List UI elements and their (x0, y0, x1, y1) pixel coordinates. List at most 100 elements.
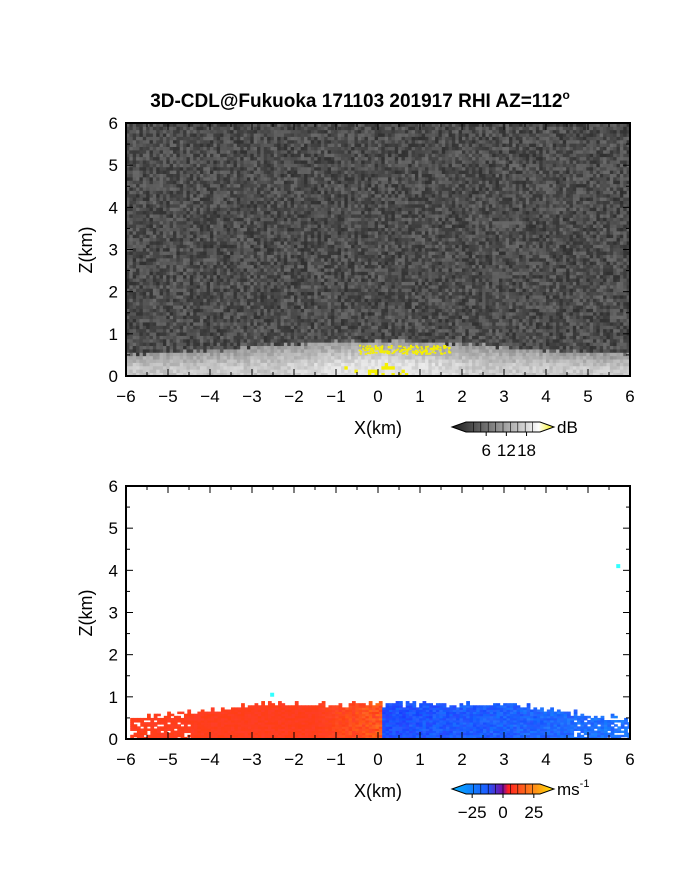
intensity-cell (330, 123, 335, 127)
intensity-cell (263, 261, 268, 266)
intensity-cell (152, 230, 157, 235)
intensity-cell (129, 217, 134, 222)
intensity-cell (132, 359, 137, 363)
intensity-cell (297, 295, 302, 299)
intensity-cell (324, 217, 328, 222)
intensity-cell (196, 170, 201, 174)
intensity-cell (304, 136, 308, 141)
intensity-cell (162, 281, 167, 286)
intensity-cell (126, 166, 130, 171)
intensity-cell (267, 369, 271, 374)
intensity-cell (327, 217, 332, 222)
intensity-cell (230, 143, 234, 148)
intensity-cell (300, 318, 305, 323)
intensity-cell (230, 149, 234, 154)
intensity-cell (206, 227, 211, 232)
intensity-cell (173, 146, 177, 151)
intensity-cell (199, 146, 204, 151)
intensity-cell (246, 318, 251, 323)
intensity-cell (199, 160, 204, 164)
intensity-cell (243, 291, 248, 296)
intensity-cell (300, 163, 305, 168)
intensity-cell (189, 190, 194, 195)
intensity-cell (189, 197, 194, 201)
intensity-cell (267, 301, 271, 306)
intensity-cell (310, 254, 315, 259)
intensity-cell (233, 325, 238, 330)
intensity-cell (206, 264, 211, 269)
intensity-cell (223, 247, 228, 252)
intensity-cell (183, 288, 187, 293)
intensity-cell (179, 298, 184, 303)
intensity-cell (300, 271, 305, 276)
intensity-cell (253, 362, 258, 367)
intensity-cell (240, 241, 244, 245)
intensity-cell (344, 308, 349, 313)
intensity-cell (149, 190, 154, 195)
intensity-cell (142, 338, 147, 343)
intensity-cell (139, 193, 144, 198)
intensity-cell (263, 325, 268, 330)
intensity-cell (334, 153, 339, 158)
intensity-cell (283, 247, 288, 252)
intensity-cell (320, 278, 325, 282)
intensity-cell (169, 318, 174, 323)
intensity-cell (243, 207, 248, 212)
intensity-cell (193, 210, 197, 215)
intensity-cell (183, 274, 187, 279)
intensity-cell (327, 210, 332, 215)
intensity-cell (196, 365, 201, 370)
intensity-cell (226, 359, 231, 363)
intensity-cell (162, 268, 167, 272)
intensity-cell (183, 325, 187, 330)
intensity-cell (263, 129, 268, 134)
intensity-cell (250, 163, 255, 168)
intensity-cell (176, 278, 181, 282)
intensity-cell (283, 342, 288, 347)
intensity-cell (129, 278, 134, 282)
intensity-cell (142, 308, 147, 313)
intensity-cell (334, 163, 339, 168)
intensity-cell (136, 298, 140, 303)
intensity-cell (260, 163, 265, 168)
intensity-cell (162, 338, 167, 343)
intensity-cell (290, 268, 295, 272)
intensity-cell (173, 214, 177, 218)
intensity-cell (183, 210, 187, 215)
intensity-cell (307, 264, 312, 269)
intensity-cell (159, 305, 164, 309)
intensity-cell (136, 244, 140, 249)
intensity-cell (223, 170, 228, 174)
intensity-cell (290, 193, 295, 198)
intensity-cell (314, 305, 318, 309)
intensity-cell (220, 305, 224, 309)
intensity-cell (236, 156, 241, 161)
intensity-cell (324, 163, 328, 168)
intensity-cell (132, 173, 137, 178)
intensity-cell (334, 284, 339, 289)
intensity-cell (314, 281, 318, 286)
intensity-cell (186, 230, 191, 235)
intensity-cell (196, 301, 201, 306)
intensity-cell (186, 234, 191, 239)
intensity-cell (186, 274, 191, 279)
intensity-cell (129, 338, 134, 343)
intensity-cell (152, 123, 157, 127)
intensity-cell (210, 133, 214, 137)
intensity-cell (320, 156, 325, 161)
intensity-cell (240, 166, 244, 171)
intensity-cell (193, 308, 197, 313)
intensity-cell (132, 365, 137, 370)
intensity-cell (183, 143, 187, 148)
intensity-cell (344, 241, 349, 245)
intensity-cell (193, 315, 197, 320)
intensity-cell (327, 261, 332, 266)
intensity-cell (294, 362, 298, 367)
intensity-cell (196, 234, 201, 239)
intensity-cell (337, 359, 342, 363)
intensity-cell (173, 143, 177, 148)
intensity-cell (169, 311, 174, 316)
intensity-cell (152, 254, 157, 259)
intensity-cell (149, 338, 154, 343)
intensity-cell (210, 298, 214, 303)
